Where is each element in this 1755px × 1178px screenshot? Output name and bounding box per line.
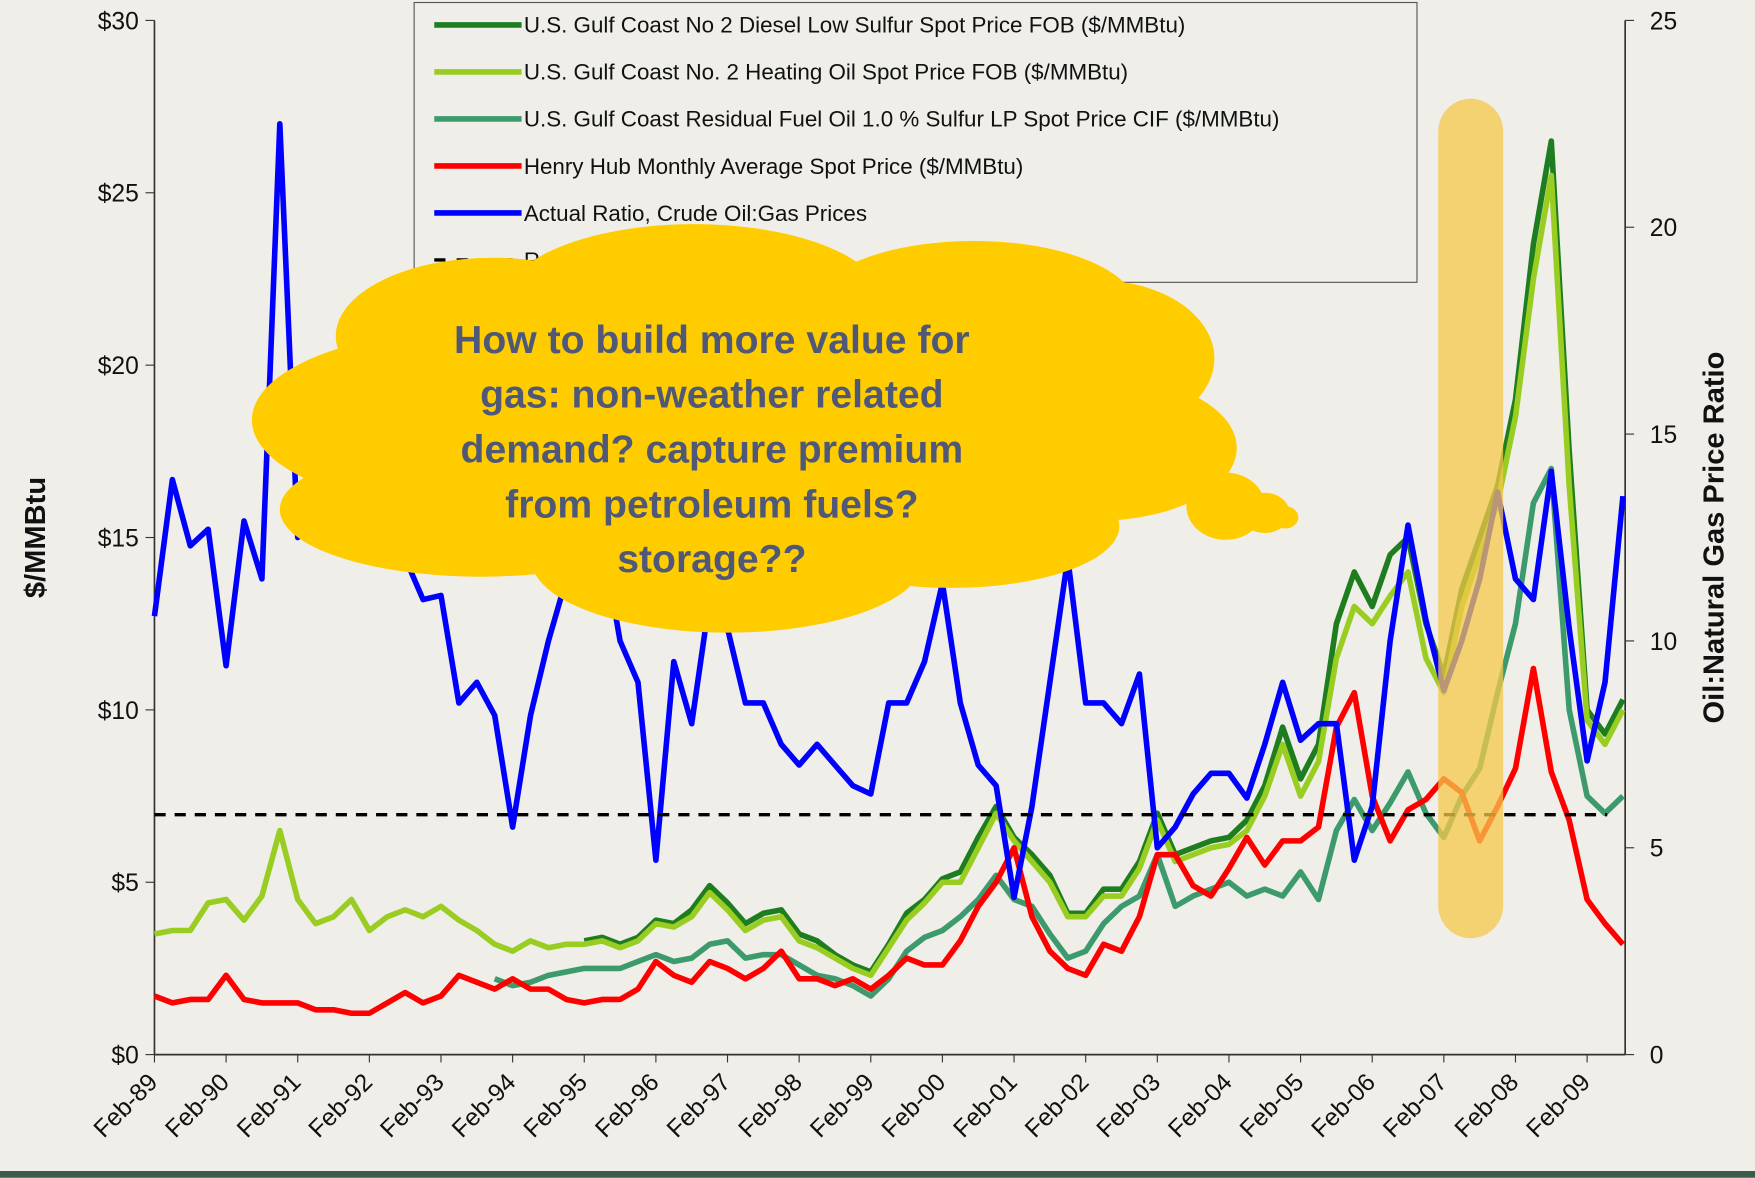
y2-tick-label: 0 (1650, 1043, 1664, 1070)
annotation-line: demand? capture premium (461, 429, 964, 472)
y-tick-label: $15 (98, 525, 139, 552)
series-line (493, 465, 1625, 999)
annotation-line: How to build more value for (454, 319, 970, 362)
y-tick-label: $20 (98, 353, 139, 380)
legend-label: U.S. Gulf Coast Residual Fuel Oil 1.0 % … (524, 107, 1280, 132)
series-line (153, 172, 1626, 979)
y2-tick-label: 25 (1650, 8, 1677, 35)
annotation-line: from petroleum fuels? (505, 483, 918, 526)
cloud-callout (251, 224, 1299, 633)
highlight-band (1438, 98, 1504, 939)
cloud-bubble (1271, 506, 1299, 529)
legend-label: Actual Ratio, Crude Oil:Gas Prices (524, 201, 867, 226)
y-tick-label: $25 (98, 181, 139, 208)
legend-label: U.S. Gulf Coast No 2 Diesel Low Sulfur S… (524, 13, 1186, 38)
cloud-part (402, 280, 1075, 594)
series-line (153, 665, 1626, 1017)
y2-tick-label: 15 (1650, 422, 1677, 449)
y2-tick-label: 10 (1650, 629, 1677, 656)
annotation-line: gas: non-weather related (480, 374, 943, 417)
y-tick-label: $30 (98, 8, 139, 35)
footer-bar (0, 1171, 1755, 1178)
y2-tick-label: 5 (1650, 836, 1664, 863)
y2-axis-label: Oil:Natural Gas Price Ratio (1699, 352, 1731, 724)
y-tick-label: $5 (111, 870, 138, 897)
legend: U.S. Gulf Coast No 2 Diesel Low Sulfur S… (413, 1, 1418, 283)
y-tick-label: $10 (98, 698, 139, 725)
y-tick-label: $0 (111, 1043, 138, 1070)
y2-tick-label: 20 (1650, 215, 1677, 242)
legend-label: Henry Hub Monthly Average Spot Price ($/… (524, 154, 1024, 179)
legend-box (413, 1, 1418, 283)
annotation-line: storage?? (617, 538, 806, 581)
legend-label: U.S. Gulf Coast No. 2 Heating Oil Spot P… (524, 60, 1128, 85)
annotation: How to build more value for gas: non-weat… (454, 319, 970, 581)
y-axis-label: $/MMBtu (20, 477, 52, 598)
